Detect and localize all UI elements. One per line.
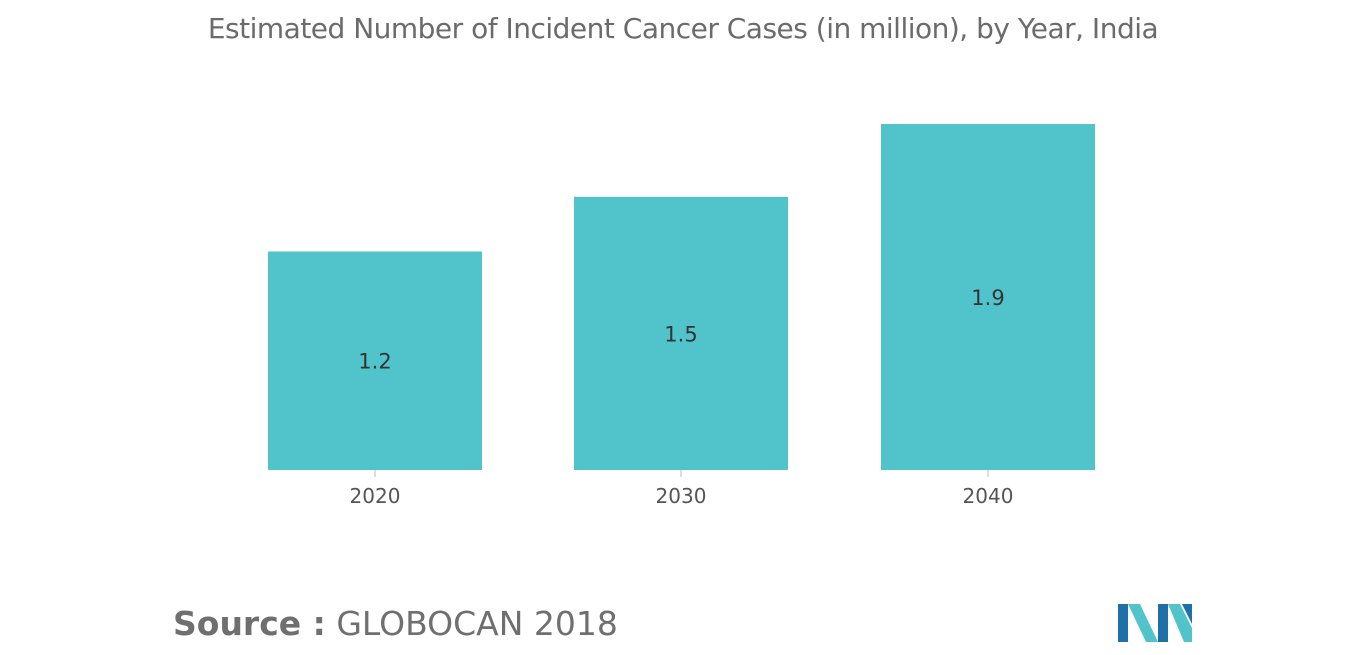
source-label: Source : [173, 604, 326, 643]
source-note: Source : GLOBOCAN 2018 [173, 604, 618, 643]
data-label-2020: 1.2 [358, 350, 391, 374]
data-label-2030: 1.5 [664, 322, 697, 346]
bar-chart: 1.2 1.5 1.9 2020 2030 2040 [268, 124, 1095, 508]
bars-layer: 1.2 1.5 1.9 [268, 124, 1095, 470]
bar-2030 [574, 196, 788, 470]
data-label-2040: 1.9 [971, 286, 1004, 310]
x-tick-label-2040: 2040 [963, 484, 1014, 508]
x-tick-label-2030: 2030 [656, 484, 707, 508]
mordor-intelligence-logo-icon [1118, 604, 1192, 642]
chart-title: Estimated Number of Incident Cancer Case… [207, 12, 1159, 45]
logo-right-dark [1182, 604, 1192, 624]
x-axis: 2020 2030 2040 [350, 470, 1014, 508]
bar-2020 [268, 251, 482, 470]
bar-2040 [881, 124, 1095, 470]
logo-middle-dark [1158, 604, 1168, 642]
logo-left-diagonal [1128, 604, 1158, 642]
x-tick-label-2020: 2020 [350, 484, 401, 508]
source-value: GLOBOCAN 2018 [336, 604, 618, 643]
logo-right-diagonal [1168, 604, 1192, 642]
logo-left-dark [1118, 604, 1128, 642]
